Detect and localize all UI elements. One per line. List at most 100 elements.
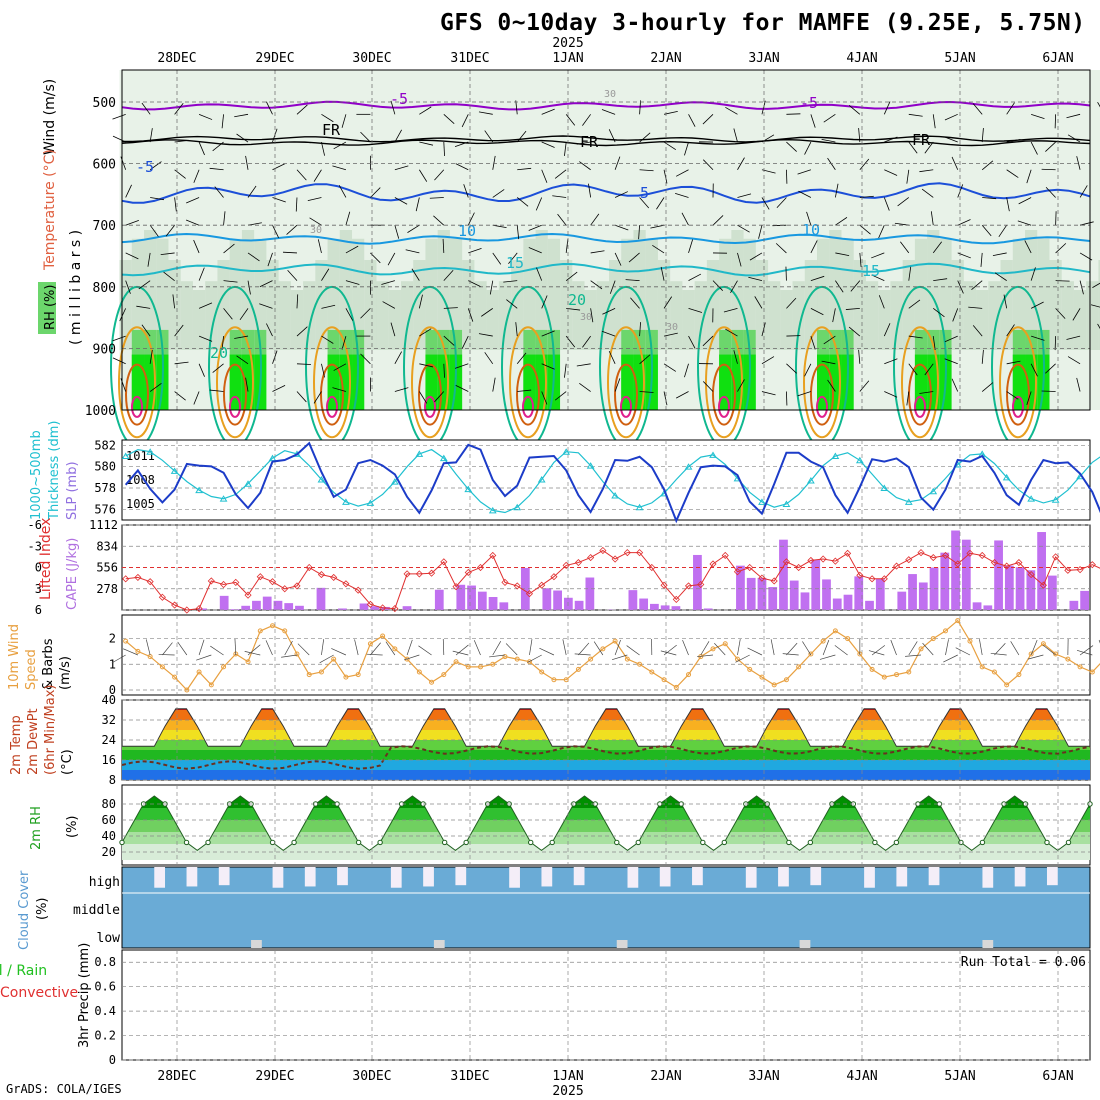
contour-label: 15 — [506, 254, 524, 272]
wind-speed-marker — [1089, 669, 1095, 675]
wind-speed-marker — [832, 628, 838, 634]
wind-barb — [797, 391, 812, 397]
wind-barb-10m — [802, 641, 812, 656]
upper-y-tick: 600 — [93, 158, 116, 173]
wind-barb — [609, 280, 616, 294]
temp-contour-30 — [223, 363, 247, 426]
wind-barb — [982, 197, 997, 200]
top-date-label: 31DEC — [450, 51, 489, 66]
lifted-index-marker — [256, 573, 264, 581]
wind-barb — [112, 135, 126, 143]
thickness-marker — [1051, 496, 1060, 503]
wind-barb — [924, 363, 934, 376]
wind-barb — [1031, 335, 1045, 341]
wind-barb — [516, 352, 527, 365]
bottom-date-label: 4JAN — [846, 1069, 877, 1084]
wind-barb — [541, 330, 555, 337]
cloud-high-gap — [1014, 867, 1026, 887]
wind-speed-marker — [991, 669, 997, 675]
wind-barb — [944, 358, 958, 365]
wind-barb — [804, 363, 812, 377]
wind-barb — [338, 185, 347, 198]
top-date-label: 2JAN — [650, 51, 681, 66]
lifted-index-marker — [1003, 562, 1011, 570]
wind-speed-marker — [551, 677, 557, 683]
wind-barb — [1018, 197, 1032, 205]
bottom-date-label: 5JAN — [944, 1069, 975, 1084]
temp-contour-35 — [131, 395, 143, 418]
top-date-label: 30DEC — [352, 51, 391, 66]
rh-marker — [291, 839, 297, 846]
rh-shade — [266, 260, 280, 350]
wind-barb — [147, 252, 151, 267]
wind-barb — [630, 297, 640, 309]
wind-barb — [492, 155, 496, 170]
wind-speed-marker — [490, 661, 496, 667]
wind-barb-10m — [922, 642, 934, 656]
wind-barb-10m — [1010, 641, 1020, 656]
wind-barb — [994, 272, 1007, 281]
wind-barb — [998, 224, 1008, 238]
thickness-marker — [121, 452, 130, 459]
wind-barb — [883, 197, 890, 211]
wind-barb — [565, 114, 576, 126]
wind-barb — [968, 306, 983, 309]
wind-barb — [287, 269, 298, 281]
wind-barb — [332, 165, 347, 171]
wind-speed-marker — [355, 672, 361, 678]
wind-barb — [932, 114, 936, 129]
wind-barb — [614, 156, 621, 170]
rh-marker — [1065, 839, 1072, 846]
temp-contour-35 — [522, 395, 534, 418]
wind-barb — [821, 360, 836, 365]
wind-barb — [786, 363, 797, 374]
rh-marker — [635, 839, 641, 846]
wind-barb-10m — [578, 642, 590, 656]
wind-barb — [125, 184, 132, 198]
lifted-index-marker — [428, 569, 436, 577]
wind-barb — [1045, 363, 1056, 374]
upper-y-tick: 700 — [93, 219, 116, 234]
temp-contour-25 — [509, 326, 547, 439]
wind-barb — [972, 103, 983, 115]
wind-barb — [972, 325, 983, 337]
rh-shade — [180, 281, 194, 350]
wind-barb — [198, 302, 213, 309]
wind-barb — [394, 165, 409, 171]
wind-barb — [296, 391, 307, 403]
cape-bar — [1037, 532, 1046, 610]
cape-bar — [1069, 600, 1079, 610]
wind-barb — [1017, 220, 1032, 226]
wind-barb — [541, 108, 555, 115]
wind-barb — [702, 159, 714, 171]
cape-bar — [520, 567, 530, 610]
slp-ylabel-thickness-unit: Thickness (dm) — [47, 421, 62, 521]
cape-bar — [338, 608, 347, 610]
slp-y-tick: 1011 — [126, 449, 155, 463]
wind-barb — [884, 169, 898, 176]
upper-ylabel-temp: Temperature (°C) — [42, 149, 58, 271]
wind-barb — [1006, 197, 1010, 212]
cape-bar — [1047, 575, 1057, 610]
wind-barb-10m — [527, 654, 542, 663]
lifted-index-marker — [807, 556, 815, 564]
lifted-index-marker — [1039, 581, 1047, 589]
precip-ylabel-unit: 3hr Precip (mm) — [77, 943, 92, 1048]
lifted-index-marker — [207, 577, 215, 585]
rh-shade — [572, 70, 586, 410]
contour-label: 10 — [802, 221, 820, 239]
wind-barb — [1003, 294, 1008, 309]
rh-shade — [1025, 230, 1038, 350]
wind-barb — [309, 217, 322, 226]
wind-barb — [321, 268, 330, 281]
rh-shade — [608, 70, 622, 410]
wind-speed-marker — [1028, 651, 1034, 657]
wind-barb — [919, 391, 934, 394]
thickness-marker — [831, 452, 840, 459]
temp-ylabel-1: 2m DewPt — [26, 708, 41, 775]
cloud-high-gap — [864, 867, 875, 888]
rh-shade — [976, 290, 989, 350]
rh-shade — [963, 70, 977, 410]
wind-barb — [835, 252, 850, 256]
temp-line — [122, 708, 1090, 747]
